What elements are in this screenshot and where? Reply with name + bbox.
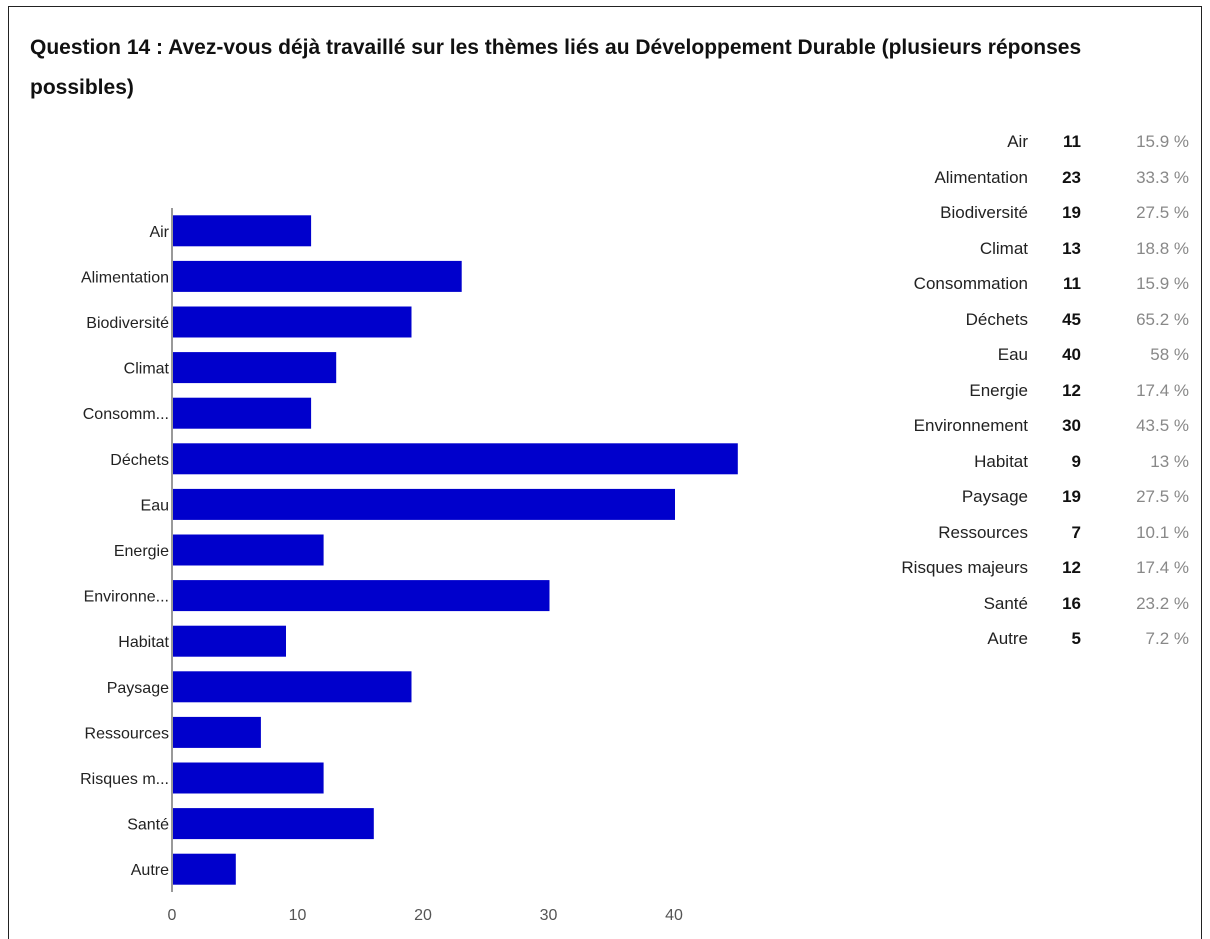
summary-percent: 23.2 %	[1136, 593, 1189, 613]
category-label: Climat	[124, 361, 170, 378]
summary-count: 9	[1071, 451, 1081, 471]
summary-label: Paysage	[961, 487, 1028, 506]
summary-percent: 27.5 %	[1136, 487, 1189, 506]
chart-frame	[8, 6, 1202, 939]
bar	[173, 397, 312, 429]
summary-count: 12	[1062, 558, 1081, 577]
summary-label: Air	[1007, 132, 1028, 151]
x-tick-label: 20	[414, 907, 432, 924]
category-label: Habitat	[118, 634, 169, 651]
summary-percent: 15.9 %	[1136, 132, 1189, 151]
summary-count: 40	[1062, 345, 1081, 364]
summary-label: Ressources	[938, 522, 1028, 542]
summary-count: 19	[1062, 487, 1081, 506]
summary-row: Risques majeurs 12 17.4 %	[820, 550, 1200, 586]
summary-label: Environnement	[913, 416, 1028, 435]
category-label: Consomm...	[83, 406, 169, 423]
bar	[173, 352, 337, 384]
summary-count: 11	[1063, 132, 1081, 151]
summary-count: 19	[1062, 203, 1081, 222]
summary-count: 7	[1071, 522, 1081, 542]
summary-count: 12	[1062, 380, 1081, 400]
bar	[173, 534, 324, 566]
category-label: Air	[149, 224, 169, 241]
bar	[173, 580, 550, 612]
summary-percent: 65.2 %	[1136, 309, 1189, 329]
summary-label: Déchets	[965, 309, 1028, 329]
summary-row: Eau 40 58 %	[820, 337, 1200, 373]
summary-label: Risques majeurs	[901, 558, 1028, 577]
category-label: Environne...	[84, 589, 169, 606]
bar	[173, 808, 374, 840]
summary-percent: 33.3 %	[1136, 167, 1189, 187]
bar	[173, 671, 412, 703]
summary-label: Santé	[983, 593, 1028, 613]
category-label: Alimentation	[81, 269, 169, 286]
bar	[173, 215, 312, 247]
x-tick-label: 30	[540, 907, 558, 924]
summary-row: Habitat 9 13 %	[820, 444, 1200, 480]
bar	[173, 443, 738, 475]
summary-count: 23	[1062, 167, 1081, 187]
summary-row: Autre 5 7.2 %	[820, 621, 1200, 657]
summary-label: Energie	[969, 380, 1028, 400]
summary-percent: 7.2 %	[1145, 629, 1189, 648]
summary-label: Biodiversité	[940, 203, 1028, 222]
category-label: Autre	[131, 862, 169, 879]
summary-count: 30	[1062, 416, 1081, 435]
bar	[173, 762, 324, 794]
summary-count: 45	[1062, 309, 1081, 329]
bar	[173, 853, 236, 885]
bar	[173, 625, 286, 657]
summary-row: Environnement 30 43.5 %	[820, 408, 1200, 444]
summary-percent: 17.4 %	[1136, 380, 1189, 400]
summary-label: Eau	[997, 345, 1028, 364]
category-label: Ressources	[85, 725, 169, 742]
bar	[173, 488, 675, 520]
summary-row: Paysage 19 27.5 %	[820, 479, 1200, 515]
bar	[173, 716, 261, 748]
x-tick-label: 0	[168, 907, 177, 924]
summary-count: 11	[1063, 274, 1081, 293]
summary-percent: 27.5 %	[1136, 203, 1189, 222]
summary-label: Habitat	[974, 451, 1028, 471]
summary-percent: 13 %	[1150, 451, 1189, 471]
summary-count: 5	[1071, 629, 1081, 648]
category-label: Paysage	[107, 680, 169, 697]
summary-percent: 18.8 %	[1136, 238, 1189, 258]
category-label: Santé	[127, 817, 169, 834]
summary-percent: 17.4 %	[1136, 558, 1189, 577]
summary-count: 13	[1062, 238, 1081, 258]
category-label: Eau	[141, 497, 169, 514]
summary-label: Alimentation	[934, 167, 1028, 187]
category-label: Risques m...	[80, 771, 169, 788]
category-label: Energie	[114, 543, 169, 560]
summary-row: Santé 16 23.2 %	[820, 586, 1200, 622]
summary-row: Alimentation 23 33.3 %	[820, 160, 1200, 196]
summary-row: Déchets 45 65.2 %	[820, 302, 1200, 338]
bar	[173, 260, 462, 292]
summary-percent: 58 %	[1150, 345, 1189, 364]
summary-row: Energie 12 17.4 %	[820, 373, 1200, 409]
summary-row: Biodiversité 19 27.5 %	[820, 195, 1200, 231]
bar	[173, 306, 412, 338]
summary-count: 16	[1062, 593, 1081, 613]
summary-percent: 10.1 %	[1136, 522, 1189, 542]
bar-chart: Air Alimentation Biodiversité Climat Consomm…	[80, 208, 738, 924]
summary-row: Ressources 7 10.1 %	[820, 515, 1200, 551]
summary-row: Climat 13 18.8 %	[820, 231, 1200, 267]
summary-percent: 15.9 %	[1136, 274, 1189, 293]
x-tick-label: 40	[665, 907, 683, 924]
category-label: Biodiversité	[86, 315, 169, 332]
summary-table: Air 11 15.9 % Alimentation 23 33.3 % Biodivers…	[820, 124, 1200, 657]
summary-label: Climat	[979, 238, 1028, 258]
summary-percent: 43.5 %	[1136, 416, 1189, 435]
summary-label: Autre	[987, 629, 1028, 648]
summary-label: Consommation	[913, 274, 1028, 293]
summary-row: Air 11 15.9 %	[820, 124, 1200, 160]
summary-row: Consommation 11 15.9 %	[820, 266, 1200, 302]
chart-title: Question 14 : Avez-vous déjà travaillé s…	[30, 36, 1082, 99]
x-tick-label: 10	[289, 907, 307, 924]
category-label: Déchets	[110, 452, 169, 469]
